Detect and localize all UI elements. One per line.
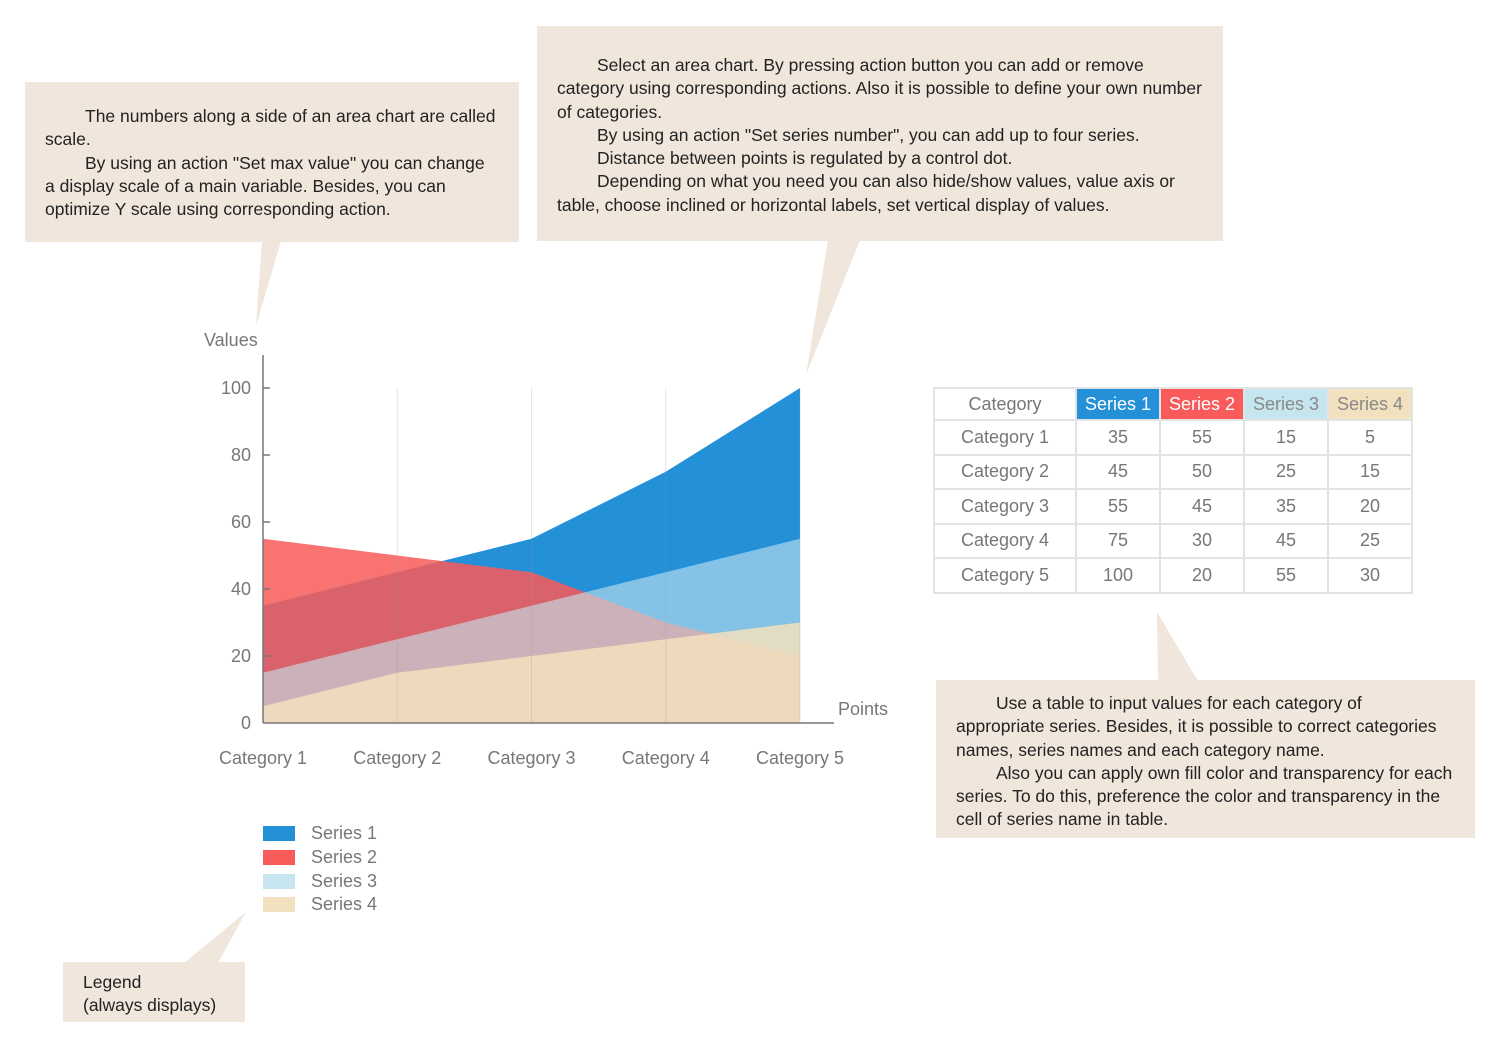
data-table: Category Series 1 Series 2 Series 3 Series 4… bbox=[933, 387, 1413, 594]
value-cell[interactable]: 20 bbox=[1159, 557, 1245, 594]
callout-text: Select an area chart. By pressing action… bbox=[557, 55, 1202, 122]
header-series-2[interactable]: Series 2 bbox=[1159, 387, 1245, 421]
legend-label: Series 4 bbox=[311, 894, 378, 915]
callout-text: Depending on what you need you can also … bbox=[557, 171, 1175, 215]
legend-item: Series 1 bbox=[263, 822, 377, 846]
value-cell[interactable]: 45 bbox=[1159, 488, 1245, 525]
callout-pointer bbox=[184, 912, 246, 963]
y-tick-label: 80 bbox=[231, 445, 251, 465]
y-tick-label: 40 bbox=[231, 579, 251, 599]
callout-pointer bbox=[806, 240, 860, 375]
value-cell[interactable]: 25 bbox=[1327, 522, 1413, 559]
header-series-4[interactable]: Series 4 bbox=[1327, 387, 1413, 421]
callout-text: By using an action "Set max value" you c… bbox=[45, 152, 485, 220]
x-tick-label: Category 5 bbox=[756, 748, 844, 768]
callout-chart: Select an area chart. By pressing action… bbox=[537, 26, 1223, 241]
category-cell[interactable]: Category 1 bbox=[933, 419, 1077, 456]
y-tick-label: 100 bbox=[221, 378, 251, 398]
x-tick-label: Category 4 bbox=[622, 748, 710, 768]
header-category[interactable]: Category bbox=[933, 387, 1077, 421]
x-tick-label: Category 2 bbox=[353, 748, 441, 768]
value-cell[interactable]: 20 bbox=[1327, 488, 1413, 525]
x-tick-label: Category 1 bbox=[219, 748, 307, 768]
value-cell[interactable]: 25 bbox=[1243, 453, 1329, 490]
value-cell[interactable]: 35 bbox=[1075, 419, 1161, 456]
callout-table: Use a table to input values for each cat… bbox=[936, 680, 1475, 838]
value-cell[interactable]: 30 bbox=[1159, 522, 1245, 559]
table-row: Category 3 55 45 35 20 bbox=[933, 488, 1413, 525]
callout-text: By using an action "Set series number", … bbox=[597, 124, 1140, 145]
callout-text: Distance between points is regulated by … bbox=[597, 148, 1013, 169]
legend-swatch bbox=[263, 850, 295, 866]
value-cell[interactable]: 35 bbox=[1243, 488, 1329, 525]
chart-legend: Series 1 Series 2 Series 3 Series 4 bbox=[263, 822, 377, 917]
table-header-row: Category Series 1 Series 2 Series 3 Series 4 bbox=[933, 387, 1413, 421]
callout-legend: Legend (always displays) bbox=[63, 962, 245, 1022]
y-tick-label: 0 bbox=[241, 713, 251, 733]
value-cell[interactable]: 45 bbox=[1075, 453, 1161, 490]
table-row: Category 1 35 55 15 5 bbox=[933, 419, 1413, 456]
area-series-4 bbox=[263, 622, 800, 723]
callout-scale: The numbers along a side of an area char… bbox=[25, 82, 519, 242]
value-cell[interactable]: 5 bbox=[1327, 419, 1413, 456]
x-axis-label: Points bbox=[838, 699, 888, 719]
header-series-3[interactable]: Series 3 bbox=[1243, 387, 1329, 421]
y-tick-label: 20 bbox=[231, 646, 251, 666]
legend-item: Series 2 bbox=[263, 846, 377, 870]
callout-pointer bbox=[1157, 612, 1198, 681]
value-cell[interactable]: 15 bbox=[1327, 453, 1413, 490]
legend-item: Series 3 bbox=[263, 869, 377, 893]
table-row: Category 2 45 50 25 15 bbox=[933, 453, 1413, 490]
value-cell[interactable]: 50 bbox=[1159, 453, 1245, 490]
legend-label: Series 3 bbox=[311, 870, 378, 891]
table-row: Category 5 100 20 55 30 bbox=[933, 557, 1413, 594]
legend-item: Series 4 bbox=[263, 893, 377, 917]
value-cell[interactable]: 100 bbox=[1075, 557, 1161, 594]
callout-text: Also you can apply own fill color and tr… bbox=[956, 762, 1453, 830]
category-cell[interactable]: Category 5 bbox=[933, 557, 1077, 594]
value-cell[interactable]: 55 bbox=[1243, 557, 1329, 594]
y-tick-label: 60 bbox=[231, 512, 251, 532]
value-cell[interactable]: 30 bbox=[1327, 557, 1413, 594]
callout-pointer bbox=[256, 241, 281, 326]
value-cell[interactable]: 55 bbox=[1159, 419, 1245, 456]
y-axis-label: Values bbox=[204, 330, 258, 350]
value-cell[interactable]: 45 bbox=[1243, 522, 1329, 559]
legend-swatch bbox=[263, 897, 295, 913]
table-row: Category 4 75 30 45 25 bbox=[933, 522, 1413, 559]
callout-text: The numbers along a side of an area char… bbox=[45, 106, 496, 150]
value-cell[interactable]: 55 bbox=[1075, 488, 1161, 525]
callout-text: Legend bbox=[83, 972, 142, 992]
legend-label: Series 2 bbox=[311, 847, 378, 868]
header-series-1[interactable]: Series 1 bbox=[1075, 387, 1161, 421]
x-tick-label: Category 3 bbox=[487, 748, 575, 768]
legend-label: Series 1 bbox=[311, 823, 378, 844]
legend-swatch bbox=[263, 826, 295, 842]
callout-text: Use a table to input values for each cat… bbox=[956, 693, 1437, 760]
legend-swatch bbox=[263, 873, 295, 889]
callout-text: (always displays) bbox=[83, 995, 217, 1016]
category-cell[interactable]: Category 4 bbox=[933, 522, 1077, 559]
value-cell[interactable]: 15 bbox=[1243, 419, 1329, 456]
value-cell[interactable]: 75 bbox=[1075, 522, 1161, 559]
category-cell[interactable]: Category 3 bbox=[933, 488, 1077, 525]
category-cell[interactable]: Category 2 bbox=[933, 453, 1077, 490]
